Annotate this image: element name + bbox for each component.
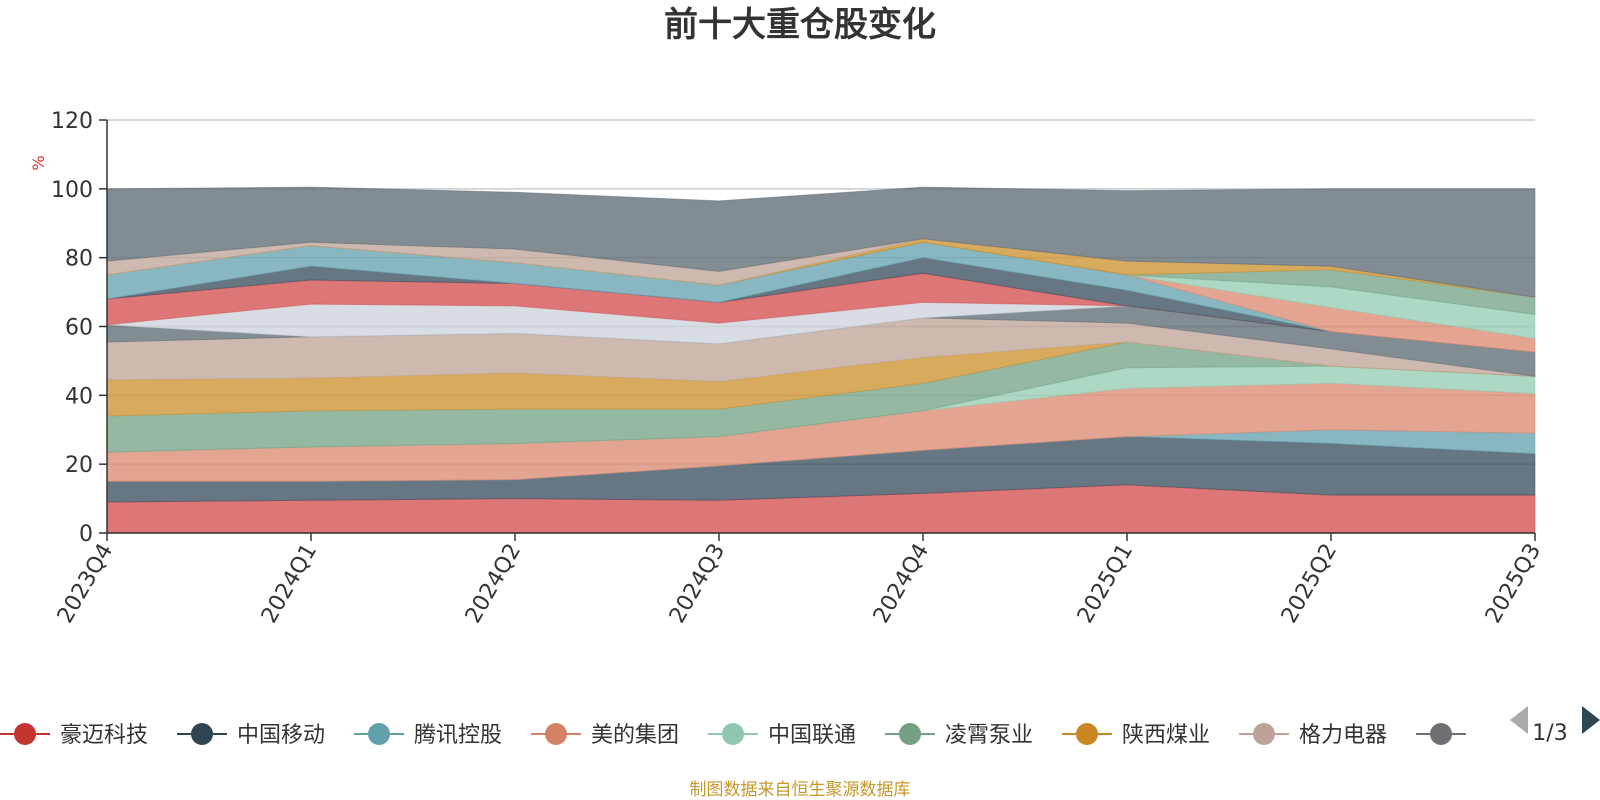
legend-page-indicator: 1/3 xyxy=(1532,721,1567,746)
y-tick-label: 60 xyxy=(65,316,93,341)
legend-label: 豪迈科技 xyxy=(60,723,148,748)
legend-item[interactable]: 陕西煤业 xyxy=(1062,723,1210,748)
data-source-note: 制图数据来自恒生聚源数据库 xyxy=(690,780,911,800)
area-series-group xyxy=(106,186,1536,534)
legend-label: 凌霄泵业 xyxy=(945,723,1033,748)
x-tick-label: 2025Q1 xyxy=(1073,540,1138,628)
legend-circle-icon xyxy=(1076,723,1098,745)
y-tick-label: 80 xyxy=(65,247,93,272)
legend-item-truncated[interactable] xyxy=(1416,723,1466,745)
area-series-19[interactable] xyxy=(106,186,1536,298)
legend-circle-icon xyxy=(14,723,36,745)
legend-circle-icon xyxy=(1430,723,1452,745)
x-tick-label: 2024Q1 xyxy=(257,540,322,628)
legend-item[interactable]: 豪迈科技 xyxy=(0,723,148,748)
legend: 豪迈科技 中国移动 腾讯控股 美的集团 中国联通 凌霄泵业 陕西煤业 格力电器 xyxy=(0,723,1466,748)
legend-label: 美的集团 xyxy=(591,723,679,748)
legend-item[interactable]: 腾讯控股 xyxy=(354,723,502,748)
x-tick-label: 2024Q4 xyxy=(869,540,934,628)
x-tick-label: 2025Q3 xyxy=(1481,540,1546,628)
legend-item[interactable]: 中国联通 xyxy=(708,723,856,748)
legend-item[interactable]: 凌霄泵业 xyxy=(885,723,1033,748)
x-tick-label: 2025Q2 xyxy=(1277,540,1342,628)
legend-circle-icon xyxy=(722,723,744,745)
legend-item[interactable]: 美的集团 xyxy=(531,723,679,748)
y-tick-label: 20 xyxy=(65,453,93,478)
legend-circle-icon xyxy=(545,723,567,745)
y-tick-label: 0 xyxy=(79,522,93,547)
legend-circle-icon xyxy=(191,723,213,745)
x-tick-label: 2024Q3 xyxy=(665,540,730,628)
y-tick-label: 40 xyxy=(65,384,93,409)
legend-label: 陕西煤业 xyxy=(1122,723,1210,748)
legend-label: 腾讯控股 xyxy=(414,723,502,748)
y-tick-label: 100 xyxy=(51,178,93,203)
legend-prev-page-icon[interactable] xyxy=(1510,706,1528,734)
legend-circle-icon xyxy=(368,723,390,745)
legend-next-page-icon[interactable] xyxy=(1582,706,1600,734)
chart-title: 前十大重仓股变化 xyxy=(664,5,936,45)
legend-circle-icon xyxy=(899,723,921,745)
x-tick-label: 2023Q4 xyxy=(53,540,118,628)
x-tick-label: 2024Q2 xyxy=(461,540,526,628)
y-tick-label: 120 xyxy=(51,109,93,134)
y-axis-label: % xyxy=(29,155,48,170)
legend-pager: 1/3 xyxy=(1510,706,1600,746)
legend-circle-icon xyxy=(1253,723,1275,745)
legend-label: 中国移动 xyxy=(237,723,325,748)
legend-label: 中国联通 xyxy=(768,723,856,748)
legend-label: 格力电器 xyxy=(1299,723,1387,748)
legend-item[interactable]: 格力电器 xyxy=(1239,723,1387,748)
legend-item[interactable]: 中国移动 xyxy=(177,723,325,748)
